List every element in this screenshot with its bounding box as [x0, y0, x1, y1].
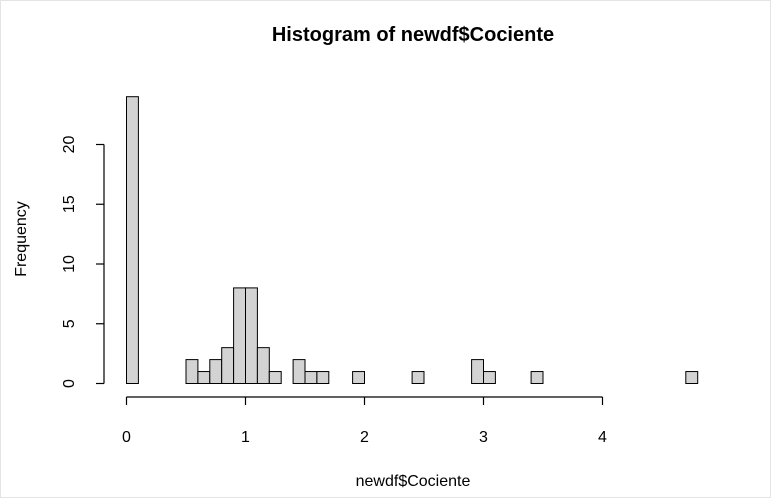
- y-tick-label: 5: [61, 319, 78, 328]
- histogram-bar: [316, 371, 330, 384]
- y-axis-label: Frequency: [13, 201, 30, 277]
- y-tick-label: 0: [61, 379, 78, 388]
- histogram-bar: [685, 371, 699, 384]
- y-tick-label: 10: [61, 255, 78, 273]
- histogram-bar: [483, 371, 496, 384]
- y-axis: 0 5 10 15 20: [61, 136, 105, 388]
- x-axis: 0 1 2 3 4: [122, 396, 607, 446]
- x-tick-label: 0: [122, 429, 131, 446]
- histogram-bar: [126, 96, 139, 384]
- x-tick-label: 3: [479, 429, 488, 446]
- y-tick-label: 20: [61, 136, 78, 154]
- bars-group: [126, 96, 699, 385]
- histogram-bar: [304, 371, 318, 384]
- x-tick-label: 2: [360, 429, 369, 446]
- histogram-bar: [233, 287, 247, 384]
- histogram-bar: [209, 359, 223, 385]
- chart-title: Histogram of newdf$Cociente: [272, 24, 554, 46]
- histogram-bar: [256, 347, 270, 384]
- x-tick-label: 4: [598, 429, 607, 446]
- x-tick-label: 1: [241, 429, 250, 446]
- histogram-bar: [197, 371, 211, 384]
- histogram-bar: [352, 371, 366, 384]
- histogram-bar: [471, 359, 485, 385]
- histogram-bar: [530, 371, 544, 384]
- histogram-bar: [411, 371, 425, 384]
- histogram-bar: [292, 359, 306, 385]
- histogram-bar: [221, 347, 235, 384]
- x-axis-label: newdf$Cociente: [356, 473, 471, 490]
- histogram-bar: [185, 359, 199, 385]
- y-tick-label: 15: [61, 195, 78, 213]
- histogram-bar: [268, 371, 282, 384]
- histogram-bar: [245, 287, 258, 384]
